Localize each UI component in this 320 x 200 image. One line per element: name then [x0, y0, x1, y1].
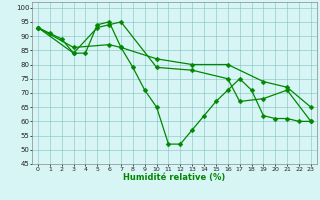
X-axis label: Humidité relative (%): Humidité relative (%): [123, 173, 226, 182]
